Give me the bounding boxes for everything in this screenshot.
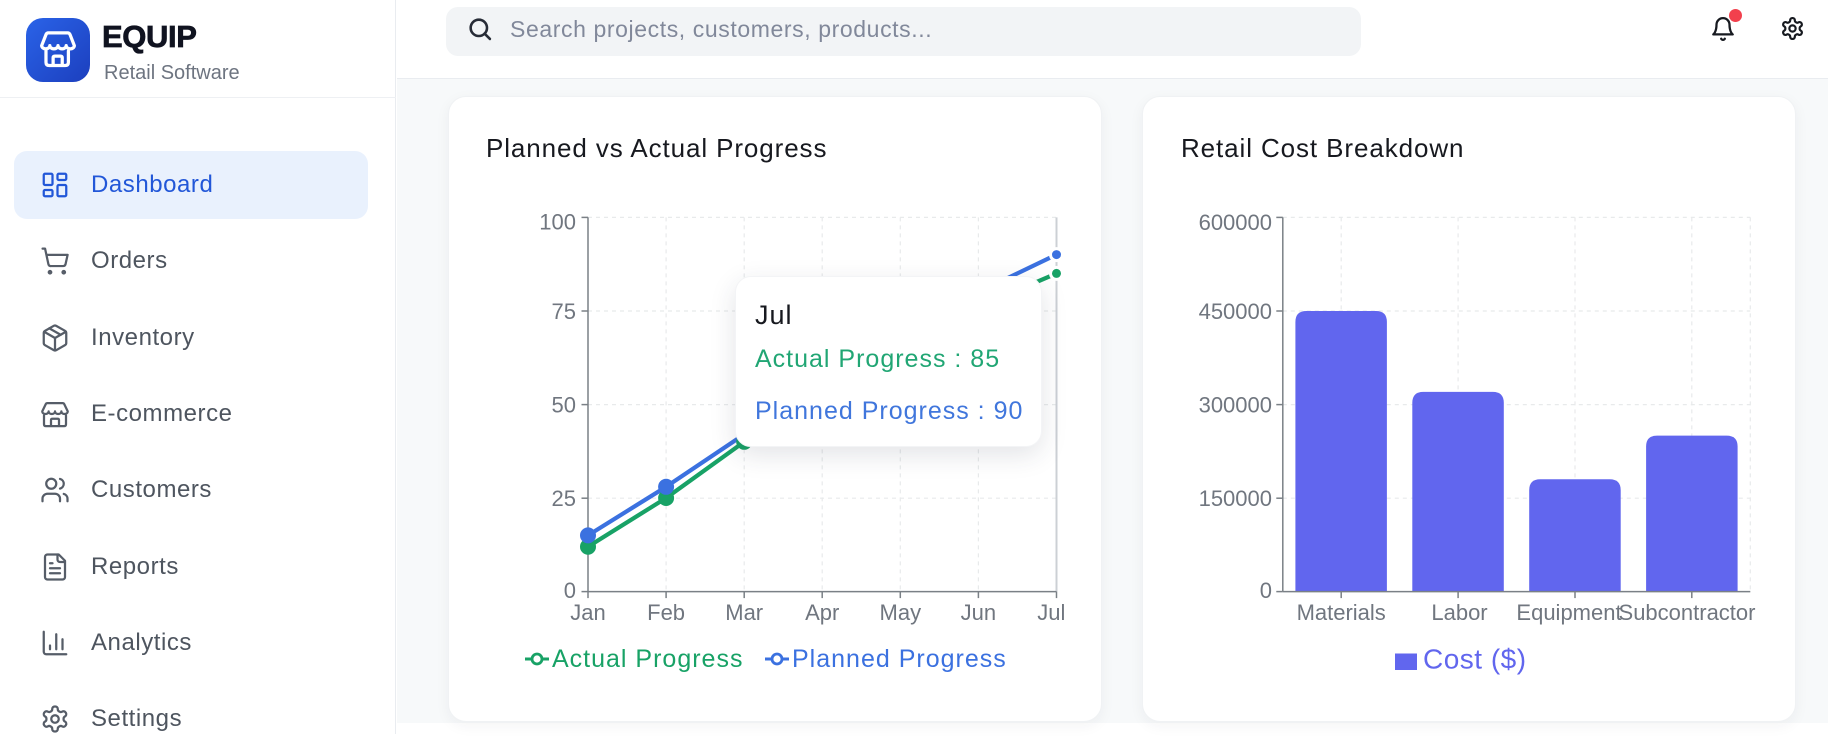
svg-text:50: 50	[552, 392, 576, 417]
svg-text:Jul: Jul	[1037, 600, 1065, 625]
svg-text:75: 75	[552, 299, 576, 324]
svg-text:600000: 600000	[1199, 210, 1272, 235]
svg-text:Actual Progress: Actual Progress	[552, 645, 743, 673]
svg-text:150000: 150000	[1199, 486, 1272, 511]
svg-text:May: May	[880, 600, 922, 625]
svg-text:25: 25	[552, 486, 576, 511]
svg-text:Apr: Apr	[805, 600, 839, 625]
svg-text:Equipment: Equipment	[1516, 600, 1621, 625]
svg-text:Jan: Jan	[570, 600, 605, 625]
svg-text:Feb: Feb	[647, 600, 685, 625]
svg-text:Cost ($): Cost ($)	[1423, 643, 1527, 674]
svg-text:450000: 450000	[1199, 299, 1272, 324]
svg-text:300000: 300000	[1199, 392, 1272, 417]
svg-text:100: 100	[539, 210, 576, 235]
svg-text:Materials: Materials	[1297, 600, 1386, 625]
svg-text:0: 0	[564, 578, 576, 603]
svg-text:Mar: Mar	[725, 600, 763, 625]
svg-text:Planned Progress: Planned Progress	[792, 645, 1007, 673]
svg-text:Subcontractor: Subcontractor	[1619, 600, 1756, 625]
svg-text:Labor: Labor	[1431, 600, 1487, 625]
svg-text:0: 0	[1260, 578, 1272, 603]
svg-text:Jun: Jun	[961, 600, 996, 625]
